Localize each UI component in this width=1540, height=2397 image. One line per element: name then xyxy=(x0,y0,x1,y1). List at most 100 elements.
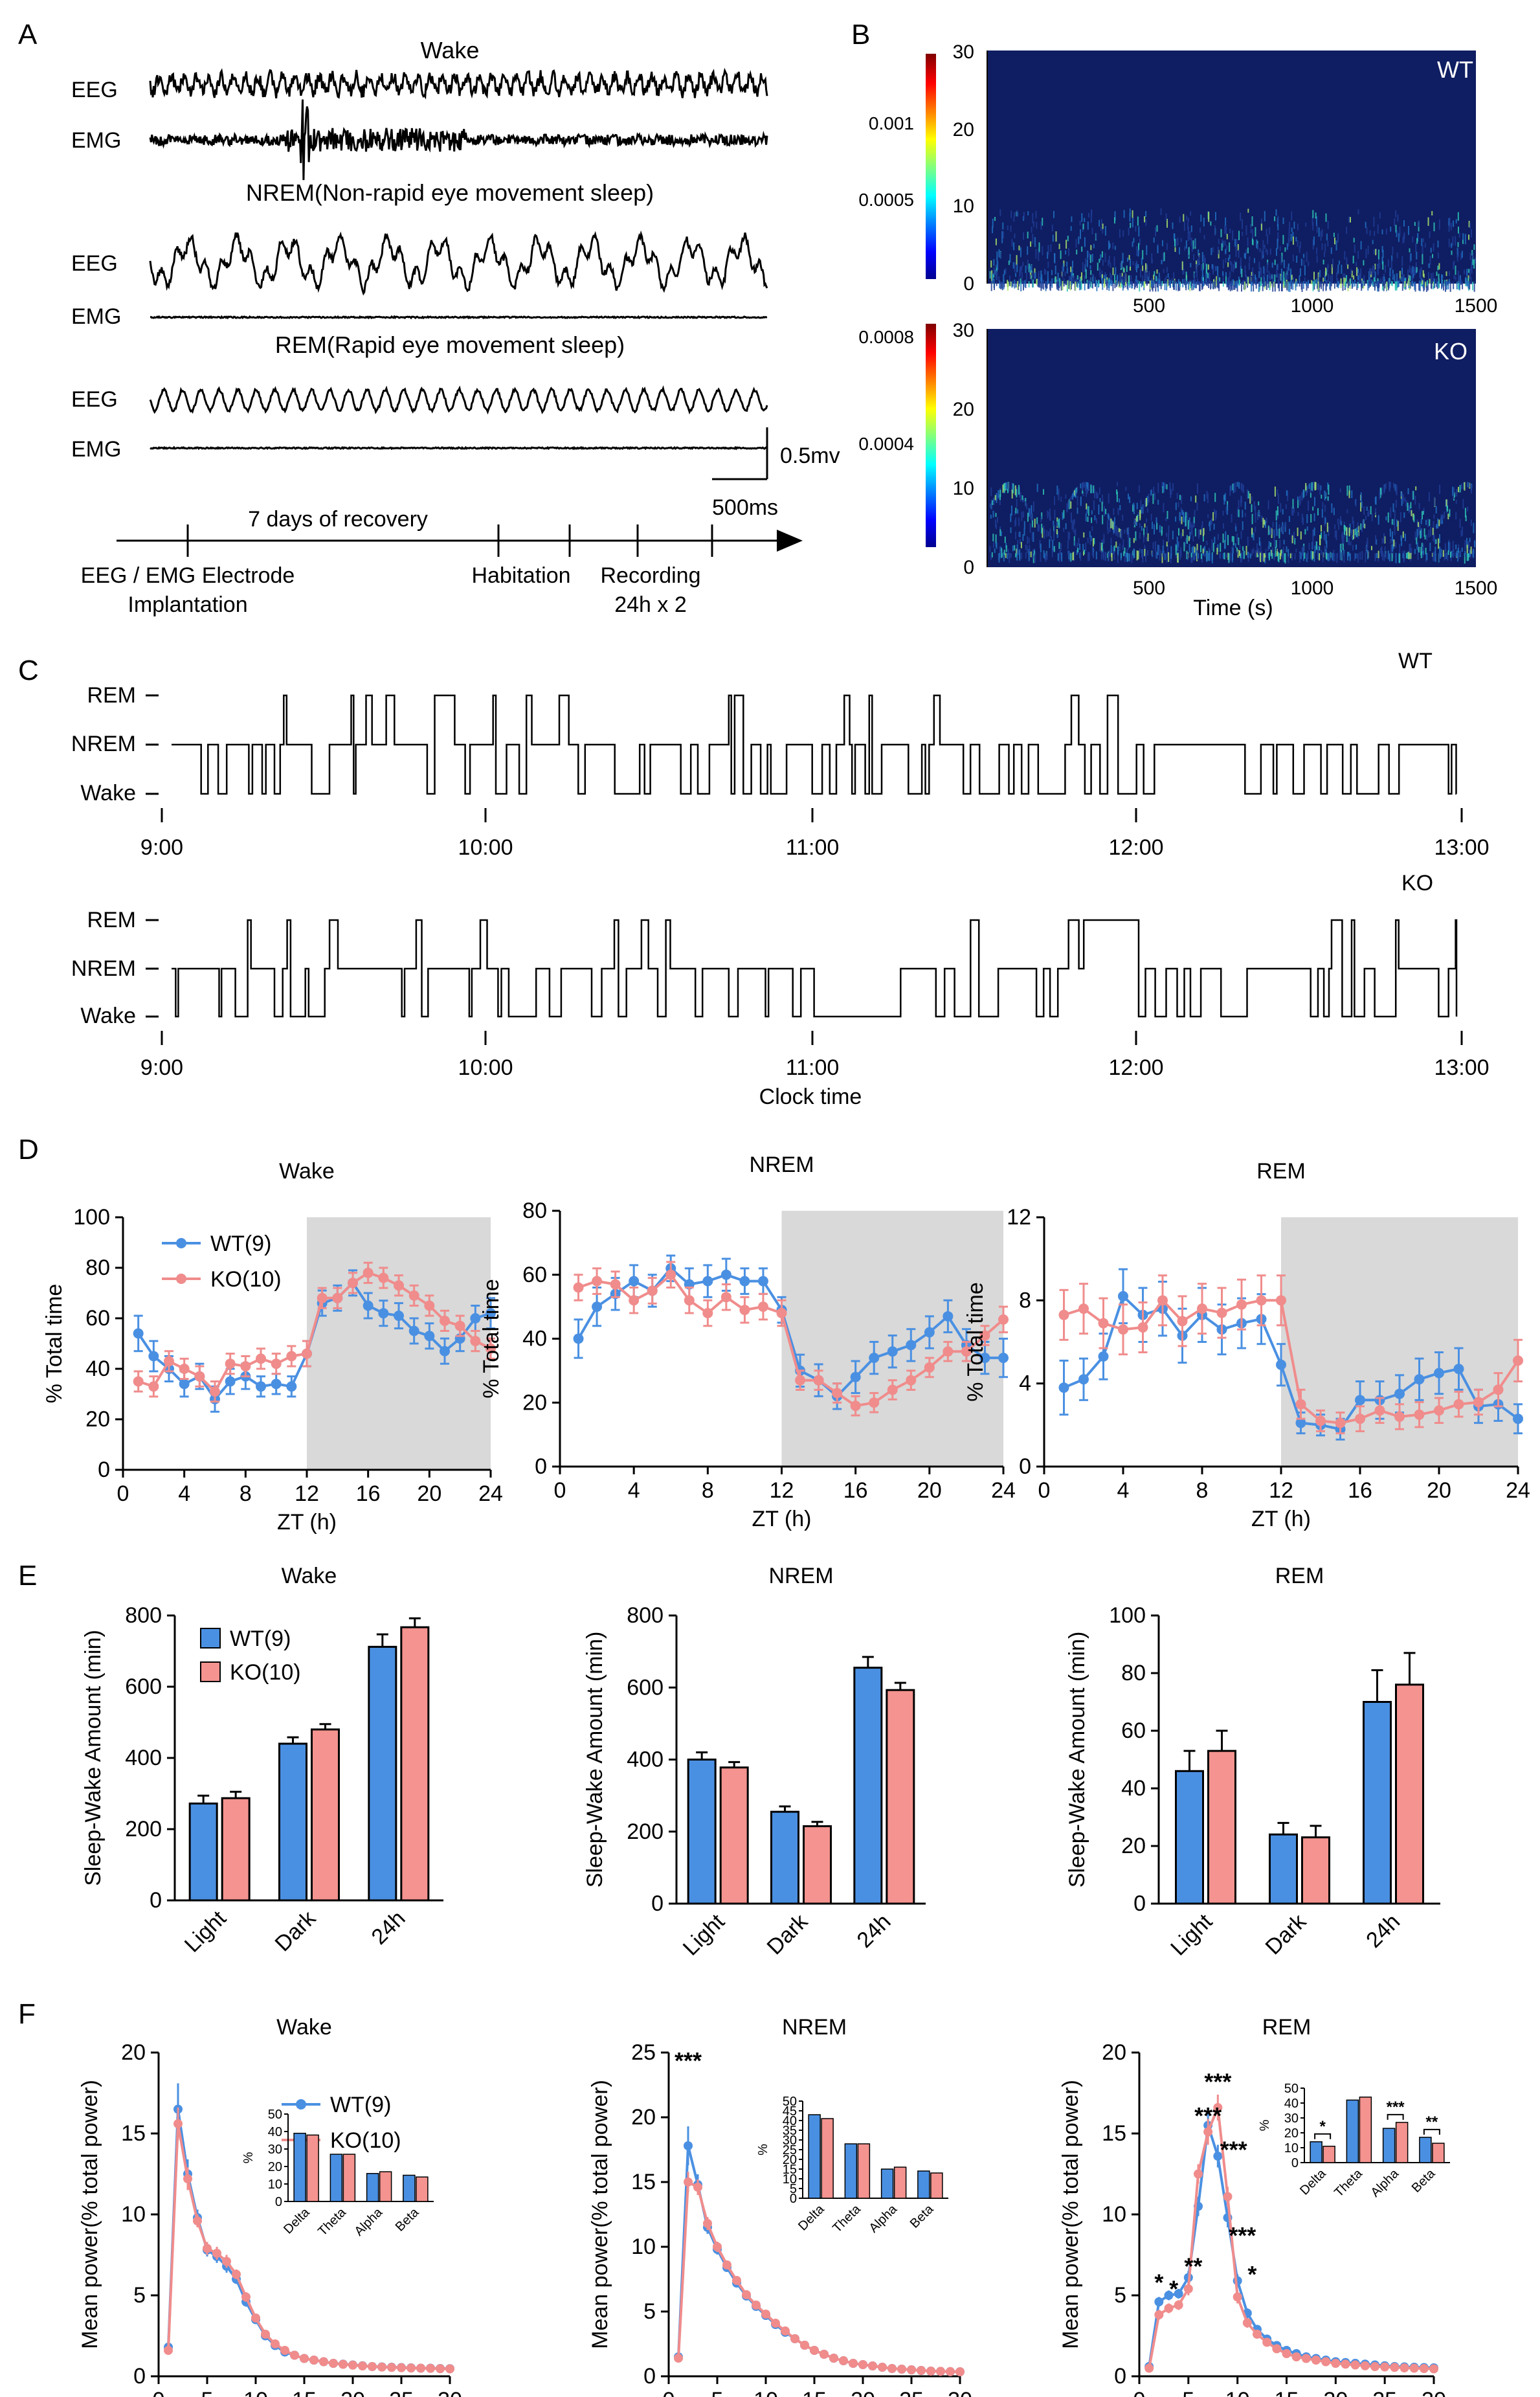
data-point xyxy=(1513,1355,1523,1366)
spectrogram-pixel xyxy=(1282,217,1284,225)
spectrogram-pixel xyxy=(1012,545,1014,552)
spectrogram-ko-plot xyxy=(987,329,1476,567)
spectrogram-pixel xyxy=(1256,543,1258,553)
spectrogram-pixel xyxy=(1264,268,1266,276)
spectrogram-pixel xyxy=(1428,263,1430,268)
spectrogram-pixel xyxy=(1146,276,1148,285)
spectrogram-pixel xyxy=(1233,536,1234,546)
spectrogram-pixel xyxy=(1106,280,1108,290)
spectrogram-pixel xyxy=(1187,553,1188,558)
spectrogram-pixel xyxy=(1129,281,1131,288)
spectrogram-pixel xyxy=(1014,279,1016,289)
spectrogram-pixel xyxy=(1024,280,1026,287)
spectrogram-pixel xyxy=(1419,281,1421,291)
spectrogram-pixel xyxy=(1196,502,1198,511)
inset-significance: * xyxy=(1319,2118,1326,2135)
data-point xyxy=(906,1340,917,1351)
spectrogram-pixel xyxy=(1240,553,1242,558)
inset-significance: ** xyxy=(1426,2113,1438,2131)
spectrogram-pixel xyxy=(1014,233,1016,239)
spectrogram-pixel xyxy=(1039,280,1041,288)
spectrogram-pixel xyxy=(1112,242,1114,249)
spectrogram-pixel xyxy=(1396,252,1398,258)
spectrogram-pixel xyxy=(1370,268,1372,275)
significance-annotation: *** xyxy=(1204,2069,1231,2095)
data-point xyxy=(868,2361,877,2370)
spectrogram-pixel xyxy=(1363,519,1365,528)
data-point xyxy=(592,1301,603,1312)
spectrogram-pixel xyxy=(992,218,994,228)
spectrogram-pixel xyxy=(1111,280,1113,284)
spectrogram-pixel xyxy=(1185,512,1187,518)
spectrogram-pixel xyxy=(1390,538,1392,544)
spectrogram-pixel xyxy=(1472,253,1474,260)
spectrogram-pixel xyxy=(1269,530,1271,535)
spectrogram-pixel xyxy=(1165,275,1167,280)
spectrogram-pixel xyxy=(1348,216,1350,223)
spectrogram-pixel xyxy=(1019,532,1021,537)
spectrogram-pixel xyxy=(1068,248,1069,256)
spectrogram-pixel xyxy=(1129,537,1131,548)
spectrogram-pixel xyxy=(1113,551,1115,560)
spectrogram-pixel xyxy=(1418,502,1420,510)
spectrogram-pixel xyxy=(1276,269,1278,275)
inset-y-tick-label: 40 xyxy=(268,2125,282,2139)
spectrogram-pixel xyxy=(1323,252,1325,257)
wake-emg-trace xyxy=(149,99,768,181)
spectrogram-pixel xyxy=(1412,491,1414,500)
spectrogram-pixel xyxy=(1306,252,1308,262)
spectrogram-pixel xyxy=(1086,488,1088,494)
spectrogram-pixel xyxy=(1150,281,1152,288)
inset-bar-ko xyxy=(1322,2145,1335,2163)
data-point xyxy=(241,2292,251,2302)
spectrogram-pixel xyxy=(1056,521,1058,527)
spectrogram-pixel xyxy=(1472,256,1474,265)
inset-y-axis-label: % xyxy=(756,2144,770,2155)
spectrogram-pixel xyxy=(1184,246,1186,251)
y-tick-label: 0 xyxy=(1133,1891,1146,1916)
spectrogram-pixel xyxy=(1401,276,1403,282)
spectrogram-pixel xyxy=(1296,255,1298,263)
spectrogram-pixel xyxy=(1242,546,1244,551)
spectrogram-pixel xyxy=(1109,522,1111,532)
spectrogram-pixel xyxy=(1155,227,1156,237)
spectrogram-pixel xyxy=(1091,209,1093,214)
y-tick-label: 40 xyxy=(522,1327,547,1351)
spectrogram-pixel xyxy=(1181,495,1183,504)
spectrogram-pixel xyxy=(1372,240,1374,245)
x-tick-label: 15 xyxy=(1275,2388,1299,2397)
spectrogram-pixel xyxy=(1355,553,1357,559)
spectrogram-pixel xyxy=(1225,272,1227,276)
spectrogram-pixel xyxy=(1209,522,1211,527)
spectrogram-pixel xyxy=(1367,537,1368,548)
y-tick-label: 100 xyxy=(1109,1603,1146,1628)
rem-emg-trace xyxy=(150,445,768,451)
spectrogram-pixel xyxy=(1245,225,1247,236)
spectrogram-pixel xyxy=(1301,547,1303,556)
spectrogram-pixel xyxy=(1308,483,1310,490)
spectrogram-pixel xyxy=(1290,268,1292,277)
data-point xyxy=(445,2364,454,2374)
spectrogram-pixel xyxy=(1218,238,1220,245)
spectrogram-pixel xyxy=(1391,553,1393,561)
data-point xyxy=(1144,2363,1154,2373)
inset-bar-ko xyxy=(342,2154,356,2202)
category-label: 24h xyxy=(367,1906,410,1950)
spectrogram-pixel xyxy=(1146,264,1148,271)
spectrogram-pixel xyxy=(1423,273,1425,278)
spectrogram-pixel xyxy=(1156,552,1158,559)
significance-annotation: * xyxy=(1247,2261,1256,2288)
inset-category-label: Alpha xyxy=(1368,2166,1401,2200)
x-tick-label: 4 xyxy=(178,1481,190,1506)
spectrogram-pixel xyxy=(1333,232,1335,238)
spectrogram-pixel xyxy=(1282,509,1284,515)
spectrogram-pixel xyxy=(1187,512,1188,521)
spectrogram-pixel xyxy=(1201,275,1203,282)
spectrogram-pixel xyxy=(1080,483,1082,489)
data-point xyxy=(1321,2357,1331,2367)
spectrogram-pixel xyxy=(1288,238,1289,247)
spectrogram-pixel xyxy=(1354,528,1356,535)
data-point xyxy=(407,2363,416,2373)
spectrogram-pixel xyxy=(1051,224,1053,232)
